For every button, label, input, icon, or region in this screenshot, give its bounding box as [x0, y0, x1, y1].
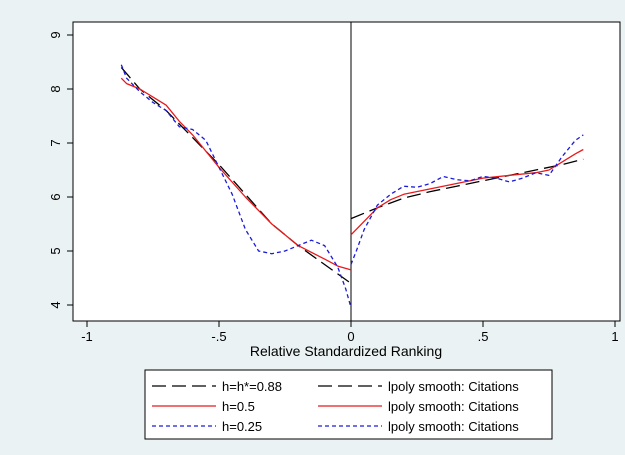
- series-line-0: [120, 66, 352, 284]
- legend-box: [144, 369, 553, 440]
- y-tick-label: 4: [48, 301, 63, 308]
- x-axis-title: Relative Standardized Ranking: [250, 343, 442, 359]
- y-tick-label: 8: [48, 85, 63, 92]
- legend-label: h=0.25: [222, 419, 262, 434]
- series-line-4: [120, 64, 352, 308]
- legend-label: h=0.5: [222, 399, 255, 414]
- y-tick-label: 6: [48, 193, 63, 200]
- legend-label: h=h*=0.88: [222, 379, 282, 394]
- series-line-5: [350, 134, 584, 265]
- y-tick-label: 9: [48, 31, 63, 38]
- legend-label: lpoly smooth: Citations: [388, 399, 519, 414]
- x-tick-label: -1: [81, 329, 93, 344]
- legend: h=h*=0.88 lpoly smooth: Citations h=0.5 lpo…: [144, 369, 553, 440]
- plot-area: [120, 22, 584, 321]
- y-tick-label: 7: [48, 139, 63, 146]
- series-line-2: [120, 77, 352, 271]
- legend-label: lpoly smooth: Citations: [388, 419, 519, 434]
- x-tick-label: 0: [347, 329, 354, 344]
- x-tick-label: 1: [611, 329, 618, 344]
- x-tick-label: .5: [478, 329, 489, 344]
- series-line-3: [350, 148, 584, 236]
- plot-frame: [72, 21, 621, 322]
- legend-label: lpoly smooth: Citations: [388, 379, 519, 394]
- x-tick-label: -.5: [211, 329, 226, 344]
- y-tick-label: 5: [48, 247, 63, 254]
- plot-background: [73, 22, 620, 321]
- series-line-1: [350, 158, 584, 220]
- axes: -1 -.5 0 .5 1 4 5 6 7 8 9: [48, 31, 619, 344]
